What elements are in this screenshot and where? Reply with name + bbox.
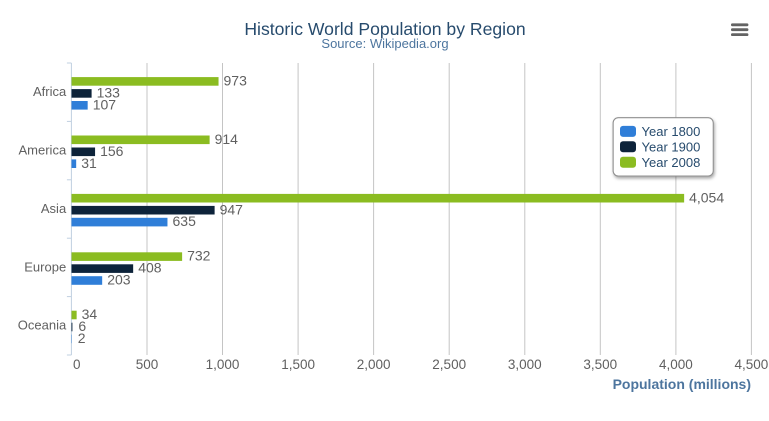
svg-text:Asia: Asia — [41, 201, 67, 216]
svg-text:203: 203 — [107, 272, 131, 288]
svg-text:Oceania: Oceania — [18, 318, 67, 333]
svg-text:4,054: 4,054 — [689, 189, 724, 205]
svg-text:3,500: 3,500 — [583, 357, 617, 372]
svg-text:107: 107 — [93, 96, 117, 112]
svg-text:Africa: Africa — [33, 84, 67, 99]
svg-text:3,000: 3,000 — [508, 357, 542, 372]
svg-text:Population (millions): Population (millions) — [613, 376, 751, 392]
svg-text:408: 408 — [138, 260, 162, 276]
svg-text:732: 732 — [187, 248, 211, 264]
svg-text:1,000: 1,000 — [206, 357, 240, 372]
svg-text:914: 914 — [215, 131, 239, 147]
svg-text:156: 156 — [100, 143, 124, 159]
svg-text:Year 1800: Year 1800 — [642, 124, 701, 139]
svg-text:635: 635 — [173, 213, 197, 229]
svg-text:2,000: 2,000 — [357, 357, 391, 372]
svg-text:Europe: Europe — [24, 259, 66, 274]
svg-text:500: 500 — [136, 357, 159, 372]
svg-text:4,500: 4,500 — [735, 357, 769, 372]
svg-text:4,000: 4,000 — [659, 357, 693, 372]
svg-text:America: America — [19, 143, 67, 158]
svg-text:2,500: 2,500 — [432, 357, 466, 372]
svg-text:1,500: 1,500 — [281, 357, 315, 372]
svg-text:973: 973 — [224, 73, 248, 89]
svg-text:2: 2 — [78, 330, 86, 346]
svg-text:Year 1900: Year 1900 — [642, 140, 701, 155]
svg-text:0: 0 — [73, 357, 81, 372]
svg-text:31: 31 — [81, 155, 97, 171]
svg-text:Year 2008: Year 2008 — [642, 155, 701, 170]
svg-text:Source: Wikipedia.org: Source: Wikipedia.org — [321, 36, 448, 51]
svg-text:947: 947 — [220, 201, 244, 217]
